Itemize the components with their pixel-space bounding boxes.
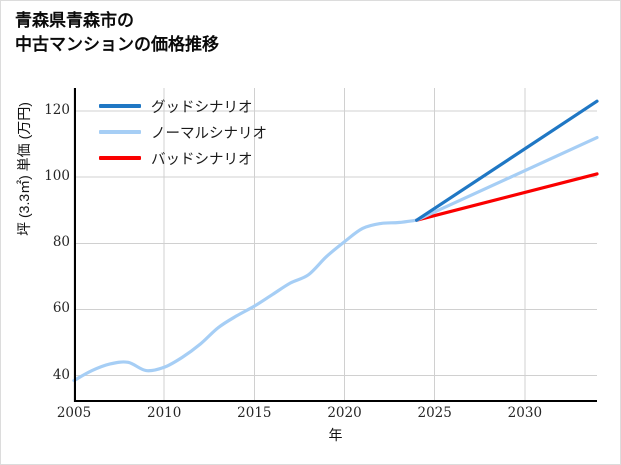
- y-axis-label: 坪 (3.3㎡) 単価 (万円): [16, 102, 32, 236]
- x-tick-label: 2010: [146, 405, 182, 421]
- plot-area: [72, 88, 599, 402]
- x-axis-label: 年: [328, 427, 343, 443]
- legend-item[interactable]: バッドシナリオ: [99, 145, 329, 171]
- y-tick-label: 120: [44, 102, 70, 119]
- y-tick-label: 80: [52, 234, 70, 251]
- legend-color-swatch: [99, 104, 141, 108]
- x-tick-label: 2015: [237, 405, 272, 421]
- x-tick-label: 2030: [507, 405, 543, 421]
- legend-item[interactable]: ノーマルシナリオ: [99, 119, 329, 145]
- y-axis-spine: [74, 88, 76, 402]
- y-tick-label: 40: [52, 366, 70, 383]
- y-tick-label: 60: [52, 300, 70, 317]
- x-tick-label: 2025: [417, 405, 452, 421]
- legend-color-swatch: [99, 130, 141, 134]
- gridlines: [73, 88, 597, 402]
- series-lines: [72, 99, 599, 383]
- series-line-グッドシナリオ: [415, 99, 599, 222]
- plot-background: [74, 88, 597, 402]
- legend-label: グッドシナリオ: [151, 99, 253, 116]
- x-tick-label: 2020: [327, 405, 362, 421]
- legend-item[interactable]: グッドシナリオ: [99, 93, 329, 119]
- page-title: 青森県青森市の 中古マンションの価格推移: [15, 11, 219, 55]
- chart-legend: グッドシナリオ ノーマルシナリオ バッドシナリオ: [99, 93, 329, 171]
- y-axis-ticks: 40 60 80 100 120: [26, 88, 70, 402]
- legend-color-swatch: [99, 156, 141, 160]
- chart-canvas: [72, 88, 599, 402]
- x-axis-spine: [74, 400, 597, 402]
- legend-label: ノーマルシナリオ: [151, 125, 267, 142]
- x-axis-ticks: 2005 2010 2015 2020 2025 2030: [57, 405, 597, 427]
- series-line-ノーマルシナリオ: [415, 135, 599, 222]
- y-tick-label: 100: [44, 168, 70, 185]
- series-line-バッドシナリオ: [415, 172, 599, 222]
- series-line-historical: [72, 218, 419, 383]
- x-tick-label: 2005: [56, 405, 92, 421]
- legend-label: バッドシナリオ: [151, 151, 253, 168]
